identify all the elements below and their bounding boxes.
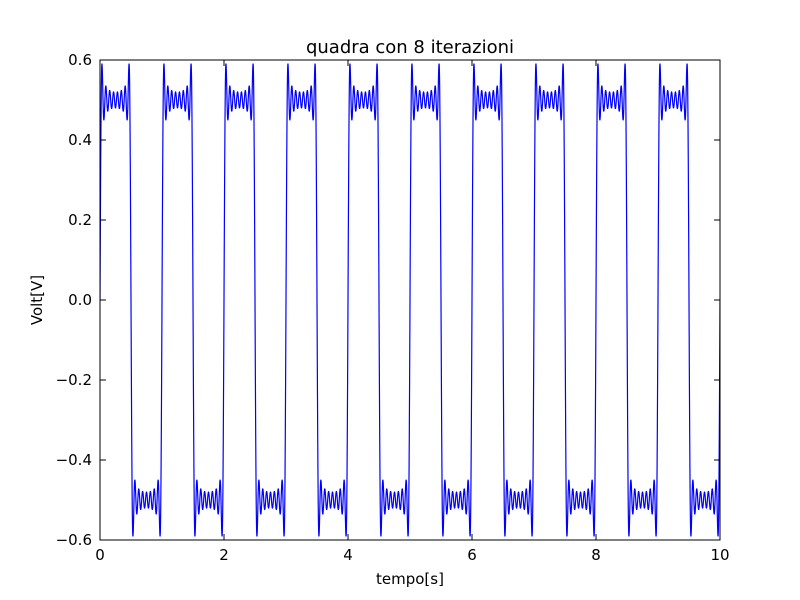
y-tick-label: 0.4 (68, 131, 92, 149)
plot-frame (99, 59, 721, 541)
x-tick-label: 8 (591, 546, 601, 564)
plot-series (100, 63, 720, 537)
x-tick-label: 6 (467, 546, 477, 564)
y-tick-label: −0.2 (56, 371, 92, 389)
y-tick-label: −0.4 (56, 451, 92, 469)
x-tick-label: 2 (219, 546, 229, 564)
x-tick-label: 10 (710, 546, 729, 564)
y-axis-label: Volt[V] (28, 275, 46, 325)
chart-title: quadra con 8 iterazioni (306, 37, 514, 58)
y-tick-label: 0.2 (68, 211, 92, 229)
x-tick-label: 0 (95, 546, 105, 564)
y-tick-label: −0.6 (56, 531, 92, 549)
y-tick-label: 0.0 (68, 291, 92, 309)
series-line (100, 63, 720, 537)
x-axis-label: tempo[s] (376, 570, 444, 588)
y-tick-label: 0.6 (68, 51, 92, 69)
x-tick-label: 4 (343, 546, 353, 564)
tick-labels: 0 2 4 6 8 10 −0.6 −0.4 −0.2 0.0 0.2 0.4 0.6 (56, 51, 730, 564)
